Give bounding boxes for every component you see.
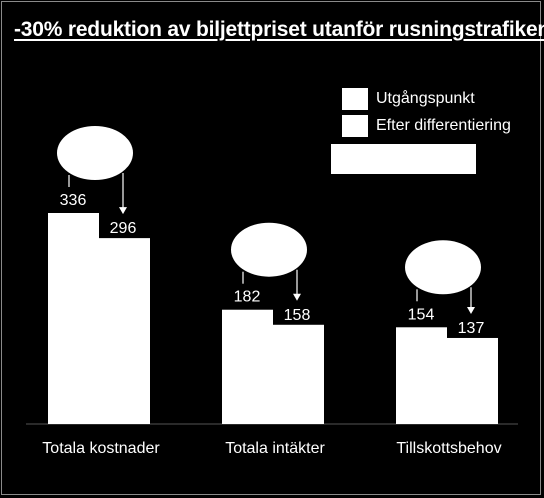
data-label-2-efter-differentiering: 158 (284, 307, 311, 324)
chart-title: -30% reduktion av biljettpriset utanför … (14, 18, 544, 41)
annotation-arrowhead-3 (467, 306, 475, 314)
category-label-3: Tillskottsbehov (396, 440, 501, 457)
data-label-3-efter-differentiering: 137 (458, 320, 485, 337)
legend-label-utgangspunkt: Utgångspunkt (376, 90, 475, 107)
annotation-bubble-3 (405, 240, 481, 295)
bar-3-utgangspunkt (396, 327, 447, 424)
legend-label-efter-differentiering: Efter differentiering (376, 117, 511, 134)
legend-blank-box (331, 144, 476, 174)
legend-item-utgangspunkt: Utgångspunkt (342, 88, 475, 110)
legend-swatch-utgangspunkt (342, 88, 368, 110)
annotation-bubble-2 (231, 222, 307, 277)
data-label-2-utgangspunkt: 182 (234, 289, 261, 306)
bar-1-efter-differentiering (99, 238, 150, 424)
bar-2-efter-differentiering (273, 324, 324, 424)
annotation-arrowhead-2 (293, 293, 301, 301)
category-label-2: Totala intäkter (225, 440, 325, 457)
annotation-bubble-1 (57, 126, 133, 180)
data-label-1-efter-differentiering: 296 (110, 220, 137, 237)
data-label-1-utgangspunkt: 336 (60, 192, 87, 209)
bar-3-efter-differentiering (447, 337, 498, 424)
category-label-1: Totala kostnader (42, 440, 160, 457)
data-label-3-utgangspunkt: 154 (408, 306, 435, 323)
legend-item-efter-differentiering: Efter differentiering (342, 115, 511, 137)
legend-swatch-efter-differentiering (342, 115, 368, 137)
bar-2-utgangspunkt (222, 309, 273, 424)
annotation-arrowhead-1 (119, 207, 127, 215)
bar-1-utgangspunkt (48, 213, 99, 424)
